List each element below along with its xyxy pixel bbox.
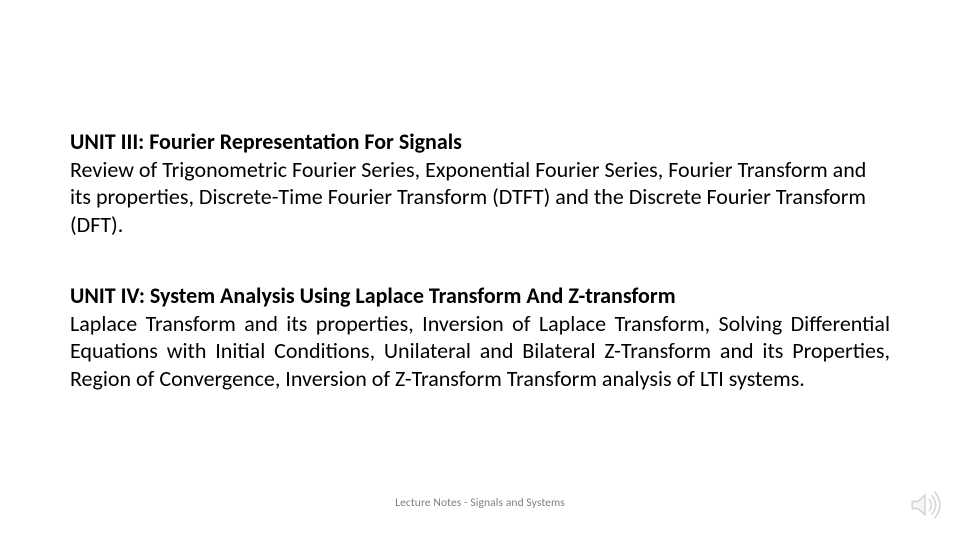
unit4-heading: UNIT IV: System Analysis Using Laplace T… xyxy=(70,282,890,310)
slide-content: UNIT III: Fourier Representation For Sig… xyxy=(70,128,890,436)
unit4-body: Laplace Transform and its properties, In… xyxy=(70,310,890,393)
unit3-block: UNIT III: Fourier Representation For Sig… xyxy=(70,128,890,238)
unit3-body: Review of Trigonometric Fourier Series, … xyxy=(70,156,890,239)
speaker-icon xyxy=(908,488,942,522)
footer-text: Lecture Notes - Signals and Systems xyxy=(0,496,960,510)
unit4-block: UNIT IV: System Analysis Using Laplace T… xyxy=(70,282,890,392)
unit3-heading: UNIT III: Fourier Representation For Sig… xyxy=(70,128,890,156)
